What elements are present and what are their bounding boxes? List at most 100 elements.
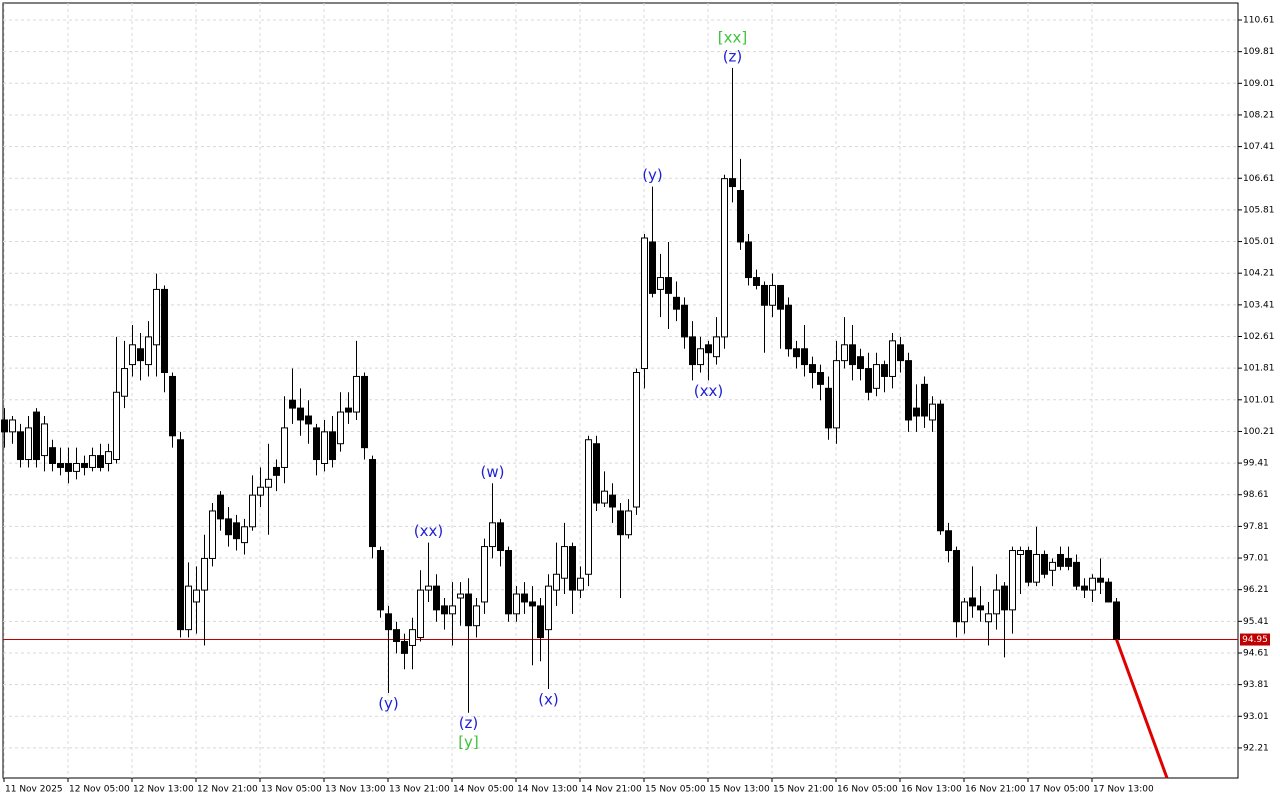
candle-body <box>321 431 328 464</box>
candle-body <box>985 613 992 623</box>
wave-label: [y] <box>458 733 479 751</box>
candle-body <box>185 585 192 631</box>
candle-body <box>697 348 704 366</box>
candle-body <box>169 375 176 437</box>
candle-body <box>1097 577 1104 583</box>
candle-body <box>497 522 504 552</box>
candle-body <box>433 585 440 611</box>
candle-body <box>769 284 776 306</box>
candle-body <box>505 550 512 615</box>
candle-body <box>673 296 680 310</box>
candle-body <box>745 241 752 279</box>
candle-body <box>393 629 400 643</box>
candle-body <box>281 427 288 468</box>
candle-body <box>121 368 128 397</box>
candle-body <box>105 451 112 464</box>
y-tick-label: 106.61 <box>1243 174 1275 184</box>
wave-label: (w) <box>481 463 505 481</box>
candle-body <box>545 585 552 631</box>
candle-body <box>665 277 672 294</box>
candle-body <box>849 344 856 366</box>
wave-label: (z) <box>459 714 479 732</box>
candle-body <box>625 510 632 536</box>
y-tick-label: 96.21 <box>1243 585 1269 595</box>
candle-body <box>833 360 840 429</box>
candle-body <box>449 605 456 615</box>
y-tick-label: 100.21 <box>1243 427 1275 437</box>
x-tick-label: 16 Nov 13:00 <box>901 785 962 795</box>
y-tick-label: 108.21 <box>1243 110 1275 120</box>
x-tick-label: 11 Nov 2025 <box>5 785 63 795</box>
candle-body <box>353 375 360 413</box>
candle-body <box>1073 561 1080 587</box>
candle-body <box>577 577 584 591</box>
candle-body <box>1 419 8 433</box>
candle-body <box>201 557 208 591</box>
y-tick-label: 94.61 <box>1243 648 1269 658</box>
candle-body <box>601 490 608 504</box>
candle-body <box>569 546 576 591</box>
x-tick-label: 14 Nov 05:00 <box>453 785 514 795</box>
candle-body <box>1009 550 1016 611</box>
candle-body <box>417 589 424 639</box>
price-label-box <box>1240 633 1270 646</box>
candle-body <box>113 391 120 461</box>
candle-body <box>977 605 984 611</box>
candle-body <box>25 427 32 461</box>
candle-body <box>361 375 368 449</box>
candle-body <box>129 344 136 366</box>
candle-body <box>65 462 72 472</box>
candle-body <box>689 336 696 366</box>
y-tick-label: 101.81 <box>1243 364 1275 374</box>
candle-body <box>785 304 792 350</box>
candle-body <box>337 411 344 445</box>
x-tick-label: 12 Nov 21:00 <box>197 785 258 795</box>
candle-body <box>513 593 520 615</box>
candle-body <box>913 407 920 417</box>
candle-body <box>481 546 488 603</box>
candle-body <box>553 573 560 591</box>
candle-body <box>937 403 944 532</box>
plot-frame <box>2 2 1239 779</box>
candle-body <box>177 439 184 631</box>
candle-body <box>9 419 16 433</box>
candle-body <box>17 431 24 461</box>
candle-body <box>809 364 816 373</box>
candle-body <box>713 336 720 358</box>
candle-body <box>897 344 904 362</box>
x-tick-label: 14 Nov 21:00 <box>581 785 642 795</box>
candle-body <box>945 530 952 552</box>
candle-body <box>81 462 88 468</box>
candle-body <box>865 368 872 393</box>
x-tick-label: 15 Nov 13:00 <box>709 785 770 795</box>
candle-body <box>777 284 784 310</box>
y-tick-label: 97.01 <box>1243 554 1269 564</box>
candle-body <box>753 277 760 286</box>
candle-body <box>1017 550 1024 555</box>
candle-body <box>953 550 960 623</box>
y-tick-label: 92.21 <box>1243 743 1269 753</box>
candle-body <box>257 486 264 496</box>
candle-body <box>193 589 200 603</box>
candle-body <box>489 522 496 548</box>
y-tick-label: 93.01 <box>1243 712 1269 722</box>
x-tick-label: 16 Nov 21:00 <box>965 785 1026 795</box>
wave-label: (x) <box>538 690 559 708</box>
candle-body <box>1065 557 1072 567</box>
candle-body <box>529 601 536 607</box>
candle-body <box>817 371 824 385</box>
y-tick-label: 99.41 <box>1243 459 1269 469</box>
x-tick-label: 15 Nov 21:00 <box>773 785 834 795</box>
y-tick-label: 105.01 <box>1243 237 1275 247</box>
candle-body <box>561 546 568 579</box>
candle-body <box>961 601 968 623</box>
candle-body <box>329 431 336 461</box>
y-tick-label: 98.61 <box>1243 490 1269 500</box>
candle-body <box>889 340 896 377</box>
candle-body <box>89 455 96 468</box>
candle-body <box>841 344 848 362</box>
candle-body <box>1057 553 1064 567</box>
candle-body <box>465 593 472 627</box>
wave-label: (xx) <box>694 382 723 400</box>
